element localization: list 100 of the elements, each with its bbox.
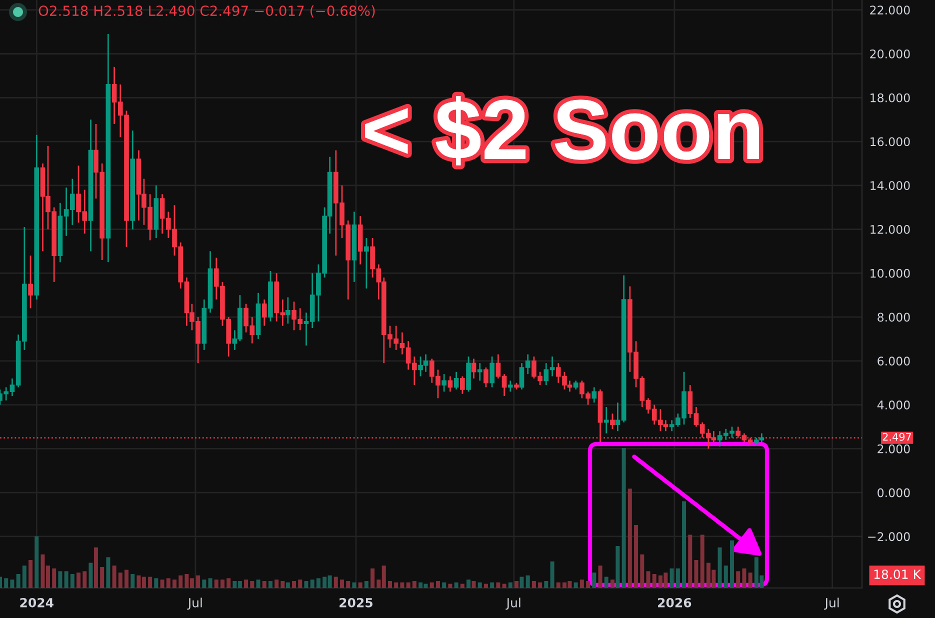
bar: [16, 574, 20, 588]
bar: [202, 580, 206, 588]
x-tick-label: 2024: [20, 598, 54, 608]
y-tick-label: −2.000: [868, 532, 910, 542]
bar: [106, 557, 110, 588]
bar: [442, 582, 446, 588]
y-tick-label: 10.000: [870, 268, 910, 278]
bar: [76, 572, 81, 588]
bar: [34, 536, 39, 588]
bar: [634, 525, 638, 588]
bar: [244, 580, 248, 588]
bar: [652, 574, 656, 588]
bar: [346, 581, 350, 588]
bar: [532, 581, 536, 588]
candlestick: [610, 412, 615, 430]
y-tick-label: 18.000: [870, 93, 910, 102]
bar: [220, 580, 224, 588]
bar: [616, 546, 620, 588]
bar: [466, 580, 471, 588]
bar: [364, 581, 368, 588]
bar: [52, 568, 56, 588]
candlestick: [490, 356, 494, 388]
bar: [640, 554, 644, 588]
candlestick: [454, 371, 459, 390]
bar: [4, 578, 8, 588]
bar: [730, 540, 734, 588]
bar: [592, 572, 596, 588]
bar: [694, 560, 698, 588]
bar: [628, 488, 632, 588]
bar: [70, 574, 74, 588]
bar: [448, 584, 452, 588]
bar: [556, 582, 560, 588]
bar: [334, 576, 338, 588]
bar: [538, 582, 542, 588]
text: < $2 Soon: [365, 96, 759, 166]
bar: [178, 575, 183, 588]
bar: [22, 566, 26, 588]
bar: [604, 576, 608, 588]
candlestick: [442, 373, 447, 392]
bar: [394, 582, 398, 588]
bar: [196, 575, 200, 588]
bar: [514, 581, 519, 588]
bar: [130, 574, 135, 588]
bar: [580, 580, 584, 588]
bar: [352, 582, 356, 588]
bar: [478, 582, 482, 588]
y-tick-label: 0.000: [878, 488, 910, 498]
bar: [100, 567, 104, 588]
y-tick-label: 16.000: [870, 137, 910, 146]
candlestick: [484, 366, 488, 388]
y-tick-label: 22.000: [870, 6, 910, 15]
bar: [550, 561, 554, 588]
bar: [82, 571, 87, 588]
candlestick: [285, 296, 290, 324]
bar: [490, 582, 494, 588]
bar: [484, 584, 488, 588]
y-tick-label: 2.000: [878, 444, 910, 454]
bar: [724, 566, 728, 588]
bar: [436, 581, 440, 588]
bar: [274, 580, 279, 588]
bar: [10, 580, 14, 588]
bar: [94, 547, 98, 588]
bar: [748, 572, 752, 588]
bar: [64, 571, 68, 588]
bar: [172, 580, 176, 588]
bar: [574, 582, 578, 588]
bar: [472, 581, 476, 588]
bar: [256, 580, 260, 588]
bar: [370, 568, 375, 588]
bar: [598, 566, 602, 588]
bar: [586, 581, 590, 588]
bar: [358, 582, 362, 588]
candlestick: [508, 380, 513, 392]
candlestick: [592, 386, 597, 404]
bar: [226, 578, 231, 588]
bar: [310, 580, 314, 588]
bar: [304, 581, 308, 588]
y-tick-label: 6.000: [878, 356, 910, 366]
bar: [118, 572, 122, 588]
y-tick-label: 8.000: [878, 312, 910, 322]
bar: [430, 582, 434, 588]
bar: [148, 576, 152, 588]
bar: [214, 580, 218, 588]
y-tick-label: 14.000: [870, 181, 910, 190]
bar: [58, 571, 62, 588]
bar: [124, 570, 129, 588]
bar: [508, 582, 512, 588]
bar: [682, 501, 686, 588]
bar: [268, 581, 272, 588]
y-tick-label: 4.000: [877, 400, 910, 410]
candlestick: [604, 406, 609, 434]
bar: [454, 582, 458, 588]
bar: [544, 581, 548, 588]
bar: [166, 578, 170, 588]
bar: [316, 578, 320, 588]
candlestick: [477, 362, 482, 382]
bar: [28, 560, 33, 588]
bar: [700, 534, 704, 588]
x-tick-label: Jul: [187, 598, 202, 610]
bar: [298, 580, 302, 588]
